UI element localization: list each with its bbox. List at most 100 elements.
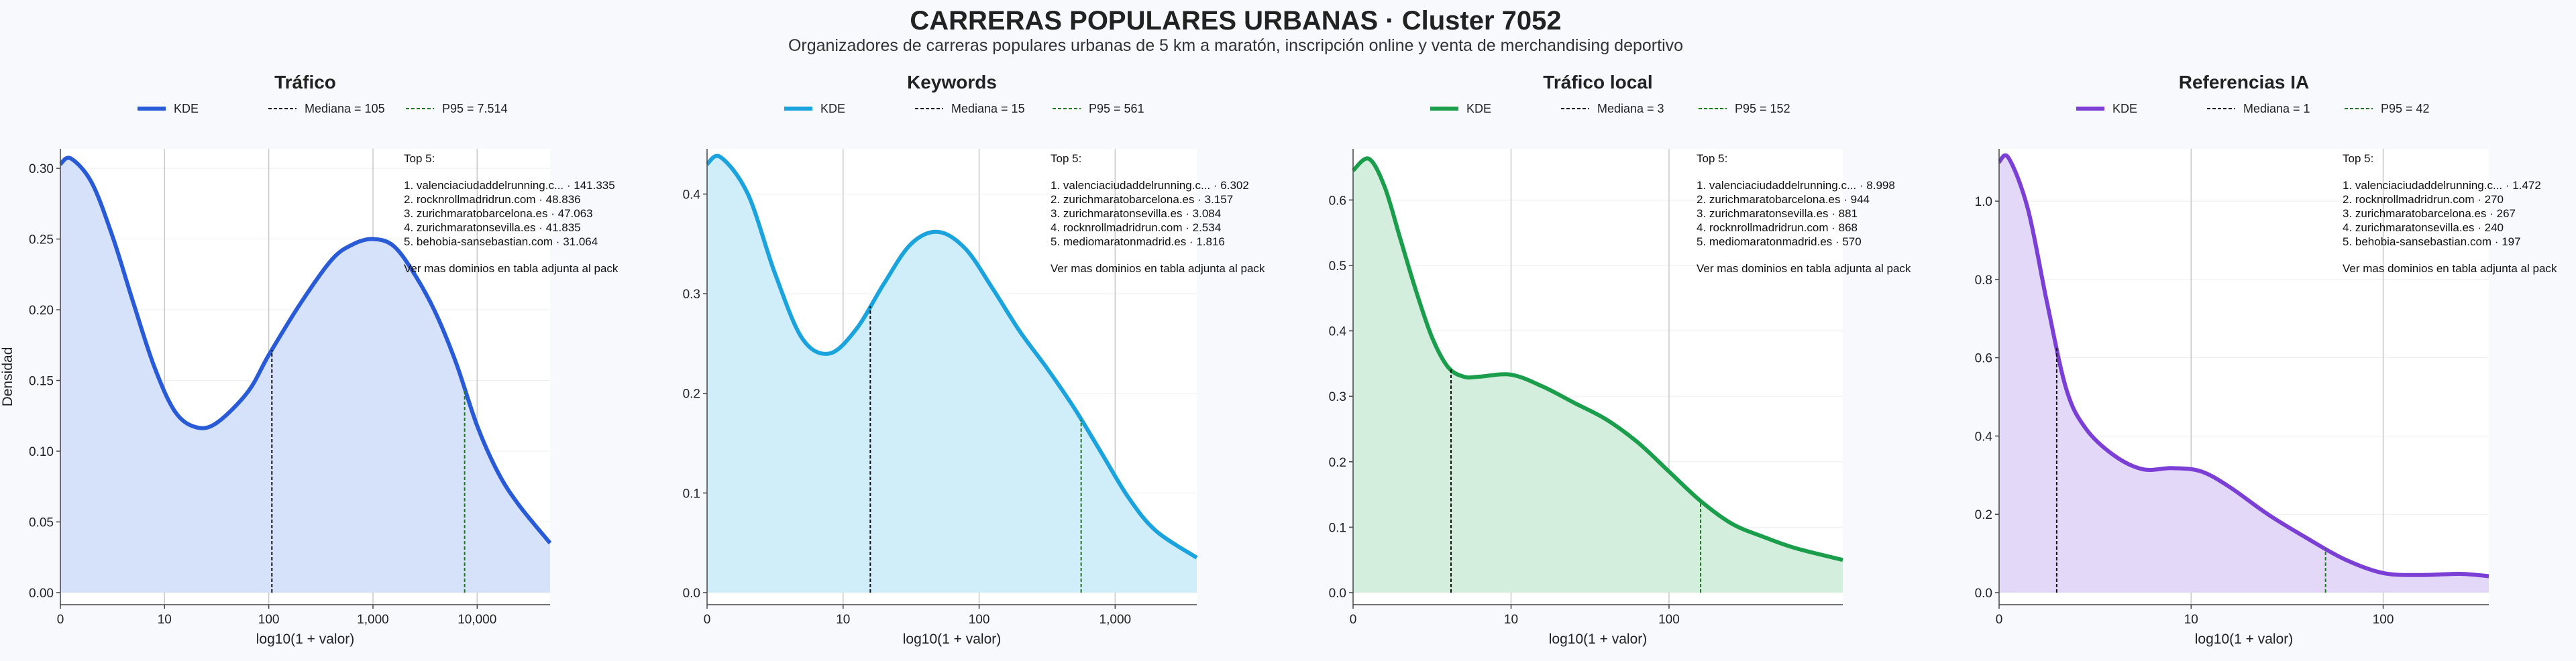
x-tick-label: 10 [1504,613,1518,627]
top5-item: 3. zurichmaratobarcelona.es · 47.063 [404,207,593,220]
top5-header: Top 5: [2343,152,2373,165]
x-tick-label: 100 [1658,613,1680,627]
y-tick-label: 0.25 [29,233,54,247]
y-tick-label: 0.3 [1329,390,1346,404]
top5-item: 4. rocknrollmadridrun.com · 2.534 [1051,221,1221,234]
top5-item: 4. zurichmaratonsevilla.es · 240 [2343,221,2504,234]
x-tick-label: 10 [158,613,172,627]
kde-line [1351,156,1843,562]
panel-title: Tráfico [274,72,336,93]
x-axis-label: log10(1 + valor) [2195,632,2294,647]
x-axis-label: log10(1 + valor) [903,632,1002,647]
y-tick-label: 0.6 [1329,194,1346,208]
y-tick-label: 0.1 [1329,521,1346,535]
top5-item: 3. zurichmaratonsevilla.es · 881 [1697,207,1858,220]
top5-item: 1. valenciaciudaddelrunning.c... · 141.3… [404,179,615,192]
top5-item: 5. behobia-sansebastian.com · 197 [2343,235,2521,248]
legend-median-label: Mediana = 105 [305,102,385,115]
y-tick-label: 0.30 [29,162,54,176]
top5-footer: Ver mas dominios en tabla adjunta al pac… [1697,262,1911,275]
legend-p95-label: P95 = 152 [1735,102,1790,115]
figure-subtitle: Organizadores de carreras populares urba… [788,36,1683,55]
x-axis-label: log10(1 + valor) [256,632,355,647]
top5-item: 2. rocknrollmadridrun.com · 48.836 [404,193,581,206]
kde-line [706,154,1198,560]
top5-item: 4. zurichmaratonsevilla.es · 41.835 [404,221,581,234]
x-tick-label: 0 [1350,613,1357,627]
legend-kde-label: KDE [1466,102,1491,115]
kde-line [59,156,552,545]
panel-title: Referencias IA [2179,72,2310,93]
y-tick-label: 0.0 [683,587,700,601]
legend-kde-label: KDE [2112,102,2137,115]
kde-area [1353,158,1843,593]
y-axis-label: Densidad [0,347,15,407]
top5-item: 4. rocknrollmadridrun.com · 868 [1697,221,1858,234]
top5-footer: Ver mas dominios en tabla adjunta al pac… [1051,262,1265,275]
kde-area [707,156,1197,593]
y-tick-label: 0.0 [1975,587,1992,601]
y-tick-label: 0.4 [683,188,701,202]
legend-kde-label: KDE [174,102,199,115]
chart-panel-0: 0.00 0.05 0.10 0.15 0.20 0.25 0.30 0 10 100 1,000 1… [0,72,619,647]
y-tick-label: 0.5 [1329,259,1346,274]
legend-median-label: Mediana = 1 [2243,102,2310,115]
x-tick-label: 1,000 [1099,613,1132,627]
legend-median-label: Mediana = 15 [951,102,1025,115]
x-axis-label: log10(1 + valor) [1549,632,1648,647]
x-tick-label: 0 [1996,613,2003,627]
top5-item: 3. zurichmaratonsevilla.es · 3.084 [1051,207,1221,220]
y-tick-label: 0.2 [1975,508,1992,522]
x-tick-label: 100 [2373,613,2394,627]
top5-item: 2. zurichmaratobarcelona.es · 944 [1697,193,1870,206]
y-tick-label: 0.00 [29,587,54,601]
x-tick-label: 10,000 [458,613,496,627]
top5-item: 2. rocknrollmadridrun.com · 270 [2343,193,2504,206]
legend-p95-label: P95 = 42 [2381,102,2430,115]
top5-header: Top 5: [404,152,435,165]
kde-line [1997,153,2489,579]
legend-p95-label: P95 = 7.514 [442,102,508,115]
top5-footer: Ver mas dominios en tabla adjunta al pac… [404,262,619,275]
y-tick-label: 0.10 [29,445,54,459]
top5-item: 5. mediomaratonmadrid.es · 570 [1697,235,1862,248]
y-tick-label: 0.4 [1329,325,1347,339]
y-tick-label: 0.8 [1975,274,1992,288]
top5-header: Top 5: [1051,152,1081,165]
chart-panel-3: 0.0 0.2 0.4 0.6 0.8 1.0 0 10 100 log10(1 + valor)… [1975,72,2557,647]
panel-title: Keywords [907,72,997,93]
y-tick-label: 0.2 [1329,456,1346,470]
legend-kde-label: KDE [820,102,845,115]
kde-area [1999,155,2489,593]
chart-panels: 0.000.050.100.150.200.250.300 10 100 1,000 1… [0,72,2557,647]
y-tick-label: 0.1 [683,487,700,501]
figure-title: CARRERAS POPULARES URBANAS · Cluster 705… [910,6,1561,36]
x-tick-label: 0 [704,613,711,627]
top5-item: 1. valenciaciudaddelrunning.c... · 8.998 [1697,179,1895,192]
kde-area [60,158,550,593]
y-tick-label: 0.2 [683,387,700,402]
top5-item: 5. behobia-sansebastian.com · 31.064 [404,235,598,248]
legend-p95-label: P95 = 561 [1089,102,1144,115]
top5-footer: Ver mas dominios en tabla adjunta al pac… [2343,262,2557,275]
x-tick-label: 100 [969,613,990,627]
chart-panel-1: 0.0 0.1 0.2 0.3 0.4 0 10 100 1,000 log10(1 + valo… [683,72,1265,647]
legend-median-label: Mediana = 3 [1597,102,1664,115]
x-tick-label: 100 [258,613,280,627]
y-tick-label: 1.0 [1975,195,1992,209]
chart-panel-2: 0.0 0.1 0.2 0.3 0.4 0.5 0.6 0 10 100 log10(1 + val… [1329,72,1911,647]
y-tick-label: 0.05 [29,516,54,530]
x-tick-label: 10 [836,613,850,627]
x-tick-label: 1,000 [357,613,389,627]
y-tick-label: 0.4 [1975,430,1993,444]
panel-title: Tráfico local [1543,72,1652,93]
y-tick-label: 0.20 [29,304,54,318]
y-tick-label: 0.0 [1329,587,1346,601]
y-tick-label: 0.15 [29,375,54,389]
top5-item: 1. valenciaciudaddelrunning.c... · 6.302 [1051,179,1249,192]
top5-item: 2. zurichmaratobarcelona.es · 3.157 [1051,193,1233,206]
x-tick-label: 10 [2184,613,2198,627]
x-tick-label: 0 [57,613,64,627]
top5-item: 3. zurichmaratobarcelona.es · 267 [2343,207,2516,220]
